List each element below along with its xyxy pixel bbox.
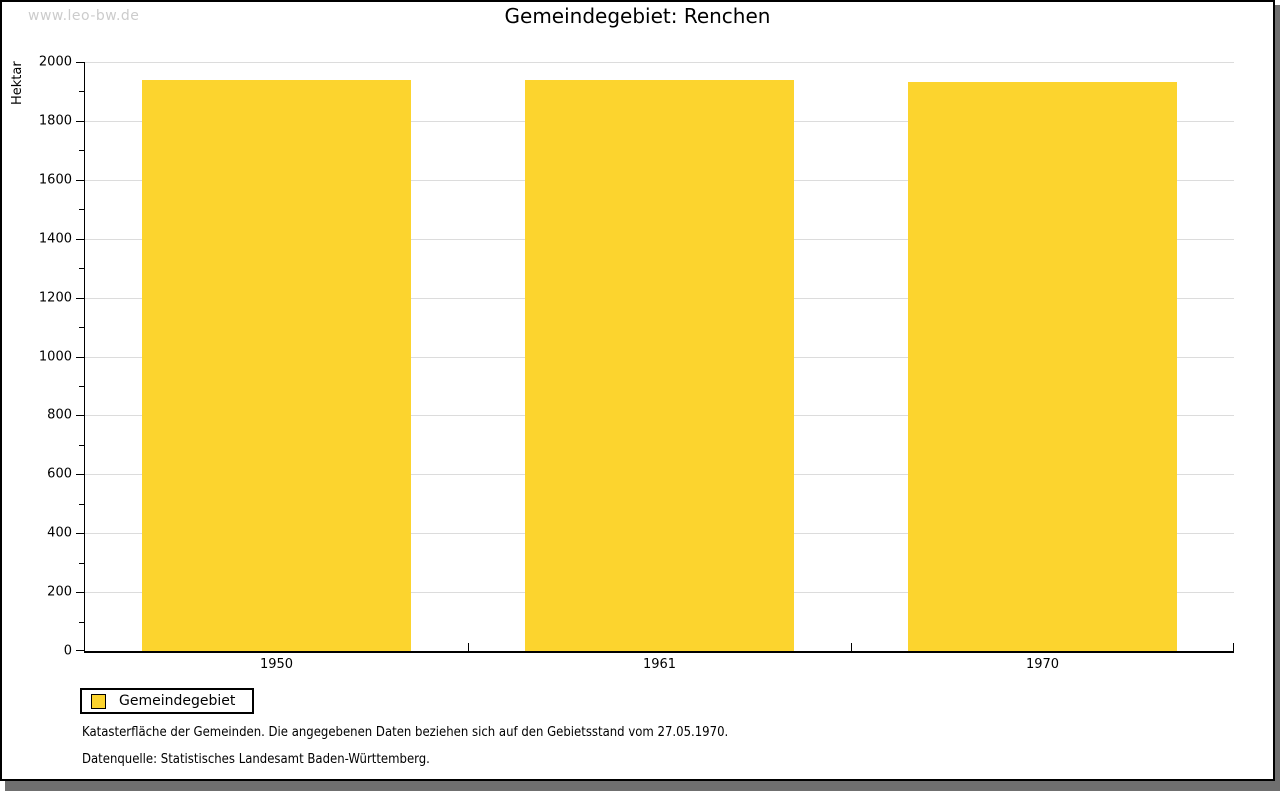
- y-axis-minor-tick: [79, 91, 84, 93]
- x-tick-label: 1950: [259, 657, 294, 672]
- x-tick-label: 1961: [642, 657, 677, 672]
- y-axis-tick: [76, 179, 84, 181]
- y-tick-label: 1000: [38, 349, 72, 364]
- y-tick-label: 400: [47, 525, 72, 541]
- y-tick-label: 1400: [38, 231, 72, 247]
- gridline: [85, 62, 1234, 63]
- bar: [908, 82, 1177, 651]
- y-axis-tick: [76, 356, 84, 358]
- chart-title: Gemeindegebiet: Renchen: [504, 4, 771, 28]
- y-axis-minor-tick: [79, 503, 84, 505]
- y-axis-minor-tick: [79, 209, 84, 211]
- y-tick-label: 2000: [38, 54, 72, 70]
- x-axis-tick: [1233, 643, 1234, 651]
- y-axis-minor-tick: [79, 150, 84, 152]
- footer-source: Datenquelle: Statistisches Landesamt Bad…: [82, 752, 430, 767]
- legend: Gemeindegebiet: [80, 688, 255, 714]
- footer-note: Katasterfläche der Gemeinden. Die angege…: [82, 725, 729, 740]
- y-axis-tick: [76, 650, 84, 651]
- watermark: www.leo-bw.de: [28, 8, 140, 24]
- y-axis-tick: [76, 120, 84, 122]
- y-tick-label: 0: [63, 643, 72, 659]
- y-tick-label: 600: [47, 466, 72, 482]
- legend-swatch-icon: [91, 693, 106, 709]
- y-axis-tick: [76, 592, 84, 594]
- y-tick-label: 200: [47, 584, 72, 600]
- y-axis-tick: [76, 474, 84, 476]
- legend-label: Gemeindegebiet: [119, 693, 236, 709]
- y-tick-label: 800: [47, 407, 72, 423]
- x-axis-tick: [468, 643, 469, 651]
- y-axis-tick: [76, 415, 84, 417]
- y-axis-tick: [76, 297, 84, 299]
- x-axis-tick: [851, 643, 852, 651]
- bar: [142, 80, 411, 651]
- y-axis-tick: [76, 238, 84, 240]
- y-tick-label: 1800: [38, 113, 72, 129]
- y-axis-minor-tick: [79, 444, 84, 446]
- y-axis-minor-tick: [79, 268, 84, 270]
- y-axis-tick: [76, 533, 84, 535]
- y-axis-minor-tick: [79, 621, 84, 623]
- y-axis-minor-tick: [79, 562, 84, 564]
- y-tick-label: 1600: [38, 172, 72, 188]
- plot-area: 0 200 400 600 800 1000 1200 1400 1600 1800 2000 195…: [39, 56, 1234, 672]
- x-tick-label: 1970: [1025, 657, 1060, 672]
- y-axis-minor-tick: [79, 327, 84, 329]
- y-tick-label: 1200: [38, 290, 72, 306]
- bar: [525, 80, 794, 651]
- y-axis-minor-tick: [79, 385, 84, 387]
- y-axis-tick: [76, 62, 84, 63]
